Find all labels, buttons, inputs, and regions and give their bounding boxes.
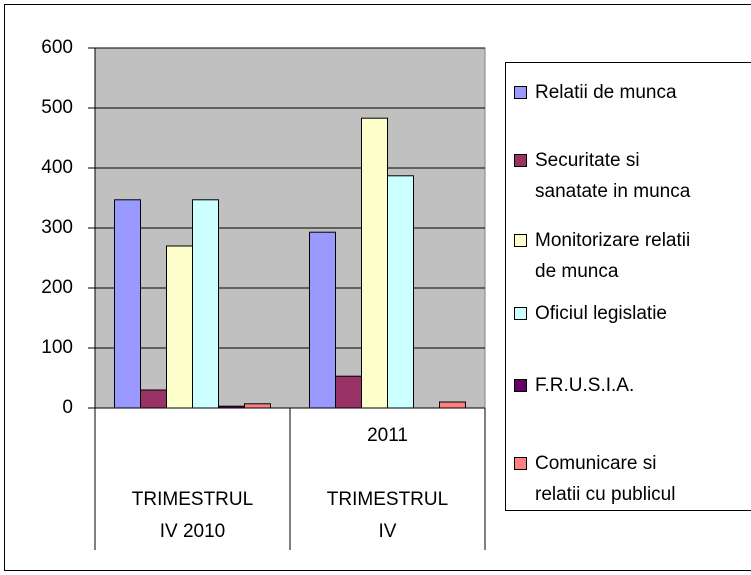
y-tick-label: 600 — [41, 37, 73, 58]
bar — [140, 389, 167, 409]
bar — [192, 199, 219, 409]
bar — [114, 199, 141, 409]
bar — [309, 231, 336, 409]
legend-swatch — [514, 86, 527, 99]
y-tick-label: 300 — [41, 217, 73, 238]
bar — [439, 401, 466, 409]
y-tick-label: 0 — [62, 397, 73, 418]
chart-frame — [4, 4, 751, 571]
legend-swatch — [514, 154, 527, 167]
legend-label: Comunicare si relatii cu publicul — [535, 453, 676, 505]
legend-swatch — [514, 307, 527, 320]
y-tick-label: 200 — [41, 277, 73, 298]
legend-swatch — [514, 234, 527, 247]
x-tick-label: TRIMESTRUL IV 2010 — [131, 489, 254, 542]
legend-swatch — [514, 379, 527, 392]
y-tick-label: 400 — [41, 157, 73, 178]
bar — [218, 405, 245, 409]
y-tick-label: 500 — [41, 97, 73, 118]
legend-label: Relatii de munca — [535, 82, 677, 103]
bar — [244, 403, 271, 409]
bar — [387, 175, 414, 409]
y-tick-label: 100 — [41, 337, 73, 358]
legend-label: Monitorizare relatii de munca — [535, 230, 691, 282]
bar — [166, 245, 193, 409]
legend-label: F.R.U.S.I.A. — [535, 375, 635, 396]
bar — [361, 117, 388, 409]
bar — [335, 375, 362, 409]
legend-label: Securitate si sanatate in munca — [535, 150, 691, 202]
legend-label: Oficiul legislatie — [535, 303, 667, 324]
legend-box — [505, 62, 751, 511]
legend-swatch — [514, 457, 527, 470]
x-tick-label: 2011 TRIMESTRUL IV — [326, 425, 449, 542]
